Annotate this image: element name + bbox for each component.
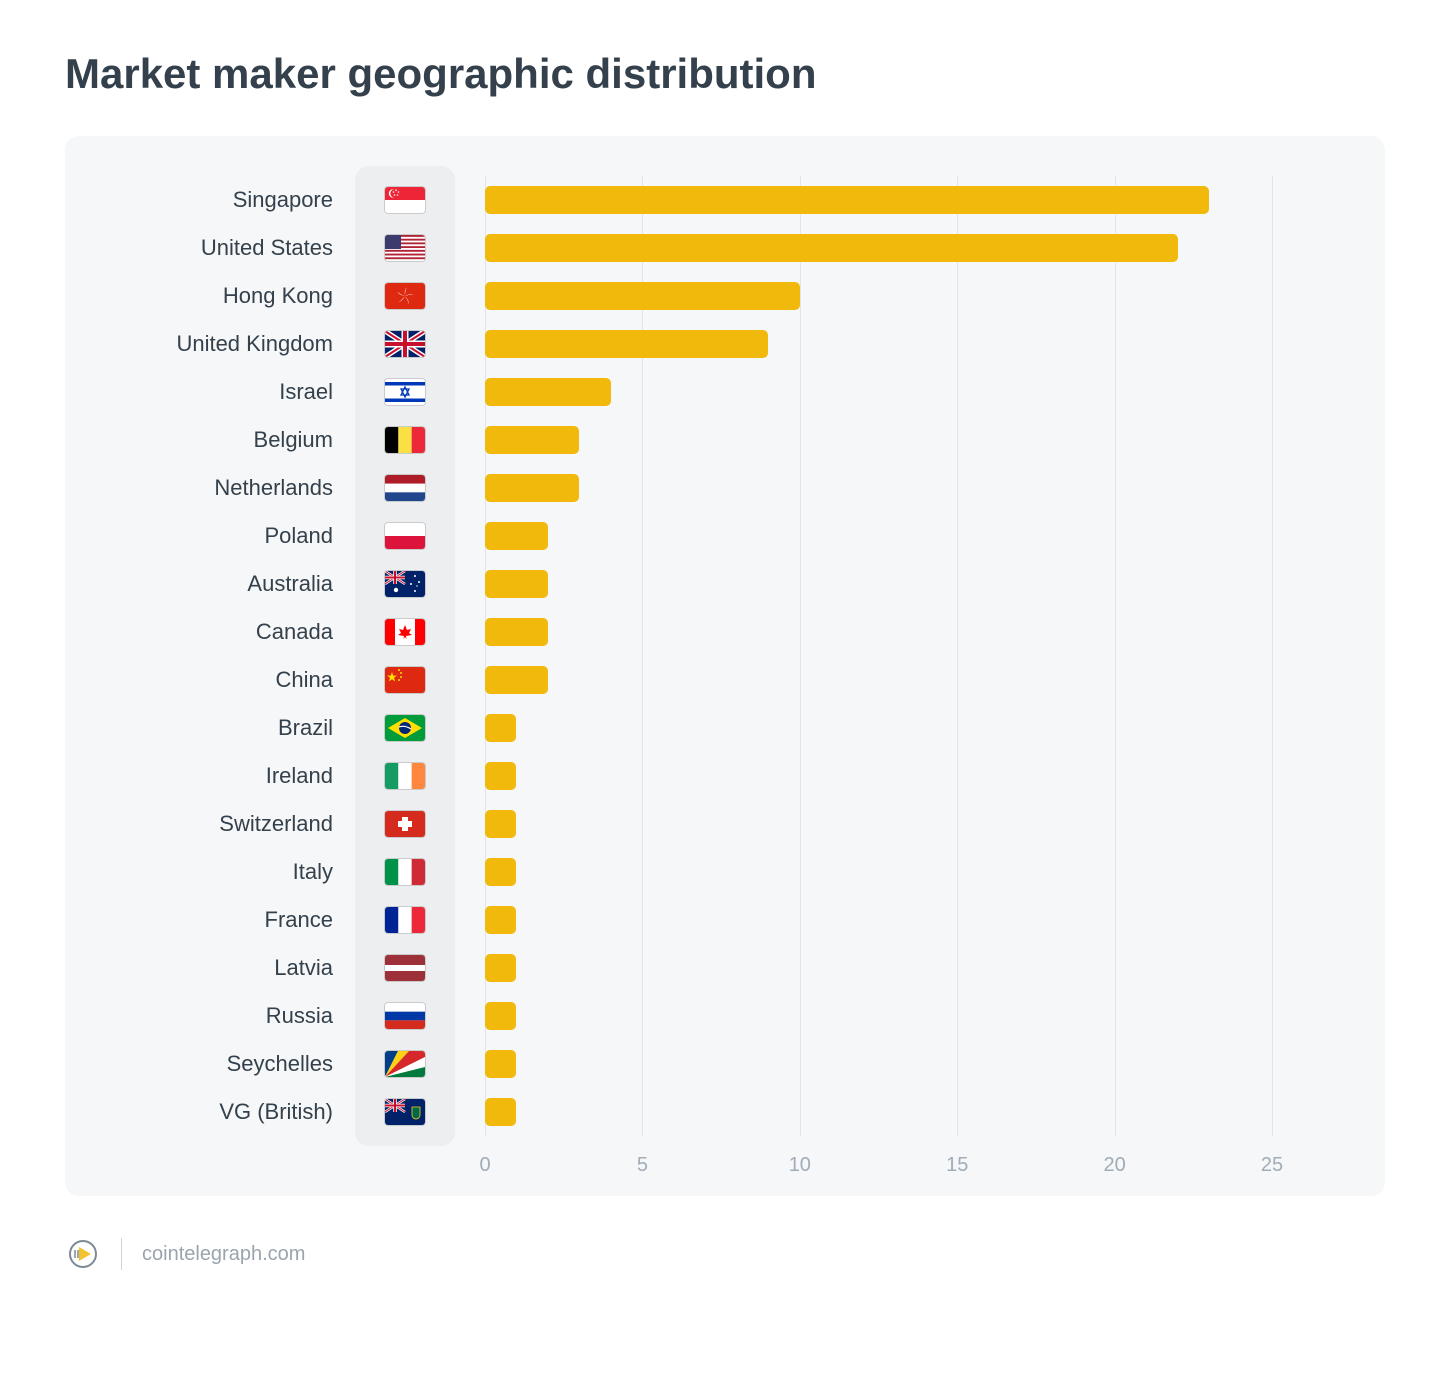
x-tick: 20 [1104,1154,1126,1177]
bar-row [485,1040,1335,1088]
x-tick: 25 [1261,1154,1283,1177]
country-label: Brazil [95,704,355,752]
bar-row [485,752,1335,800]
bar-row [485,800,1335,848]
flag-icon [385,320,425,368]
country-label: VG (British) [95,1088,355,1136]
labels-column: SingaporeUnited StatesHong KongUnited Ki… [95,166,355,1146]
bar [485,234,1178,262]
flag-icon [385,896,425,944]
footer: cointelegraph.com [65,1236,1385,1272]
bar-row [485,416,1335,464]
x-tick: 0 [479,1154,490,1177]
country-label: Poland [95,512,355,560]
cointelegraph-logo-icon [65,1236,101,1272]
bar-row [485,896,1335,944]
flag-icon [385,992,425,1040]
country-label: Latvia [95,944,355,992]
country-label: Ireland [95,752,355,800]
flags-column [355,166,455,1146]
country-label: Hong Kong [95,272,355,320]
bar-row [485,368,1335,416]
bar-row [485,512,1335,560]
flag-icon [385,464,425,512]
bar [485,714,516,742]
footer-site: cointelegraph.com [142,1243,305,1266]
bar-row [485,560,1335,608]
bar-row [485,608,1335,656]
country-label: China [95,656,355,704]
country-label: Russia [95,992,355,1040]
bar [485,378,611,406]
footer-divider [121,1238,122,1270]
flag-icon [385,944,425,992]
x-tick: 15 [946,1154,968,1177]
country-label: Seychelles [95,1040,355,1088]
country-label: Switzerland [95,800,355,848]
chart-card: SingaporeUnited StatesHong KongUnited Ki… [65,136,1385,1196]
flag-icon [385,800,425,848]
flag-icon [385,704,425,752]
bar-row [485,224,1335,272]
chart-container: Market maker geographic distribution Sin… [0,0,1450,1312]
bar [485,858,516,886]
country-label: France [95,896,355,944]
bar [485,1002,516,1030]
flag-icon [385,416,425,464]
flag-icon [385,1088,425,1136]
country-label: Belgium [95,416,355,464]
flag-icon [385,224,425,272]
bar [485,762,516,790]
bar-row [485,320,1335,368]
bar-row [485,992,1335,1040]
country-label: Italy [95,848,355,896]
bar-row [485,656,1335,704]
flag-icon [385,368,425,416]
bar [485,906,516,934]
bar [485,810,516,838]
bar [485,954,516,982]
country-label: Singapore [95,176,355,224]
bar-row [485,848,1335,896]
bar [485,282,800,310]
x-tick: 10 [789,1154,811,1177]
page-title: Market maker geographic distribution [65,50,1385,98]
bar-row [485,1088,1335,1136]
bar [485,1098,516,1126]
flag-icon [385,608,425,656]
bar-row [485,272,1335,320]
bar-row [485,704,1335,752]
country-label: United States [95,224,355,272]
bars-column: 0510152025 [455,166,1355,1146]
flag-icon [385,752,425,800]
flag-icon [385,512,425,560]
flag-icon [385,176,425,224]
bar [485,186,1209,214]
country-label: Australia [95,560,355,608]
bar [485,1050,516,1078]
bar [485,618,548,646]
flag-icon [385,656,425,704]
country-label: Canada [95,608,355,656]
x-tick: 5 [637,1154,648,1177]
flag-icon [385,272,425,320]
bar [485,474,579,502]
flag-icon [385,1040,425,1088]
flag-icon [385,848,425,896]
bar [485,330,768,358]
bars [485,176,1335,1136]
country-label: Netherlands [95,464,355,512]
bar [485,666,548,694]
bar-row [485,464,1335,512]
country-label: United Kingdom [95,320,355,368]
bar [485,426,579,454]
bar [485,522,548,550]
flag-icon [385,560,425,608]
bar [485,570,548,598]
country-label: Israel [95,368,355,416]
bar-row [485,176,1335,224]
bar-row [485,944,1335,992]
